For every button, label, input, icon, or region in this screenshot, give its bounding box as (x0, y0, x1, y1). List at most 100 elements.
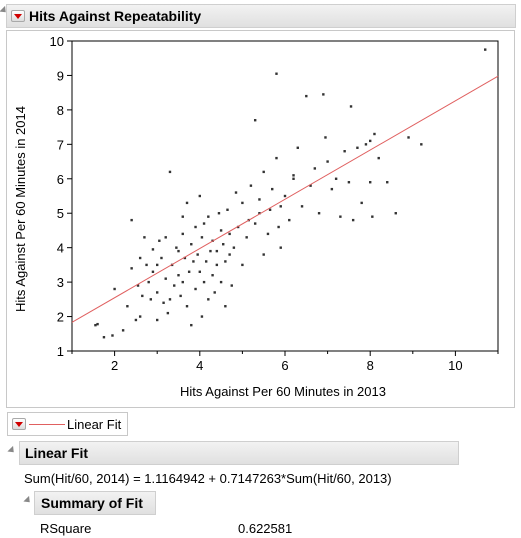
y-tick-label: 9 (57, 68, 64, 83)
x-tick-label: 6 (281, 358, 288, 373)
data-point (317, 212, 321, 215)
red-triangle-menu-icon[interactable] (11, 10, 25, 22)
data-point (241, 201, 244, 205)
data-point (326, 160, 329, 163)
data-point (386, 181, 389, 184)
data-point (322, 93, 325, 96)
data-point (134, 318, 138, 322)
data-point (121, 329, 125, 332)
data-point (213, 291, 216, 294)
data-point (275, 156, 278, 160)
legend-box: Linear Fit (7, 412, 128, 436)
y-tick-label: 2 (57, 310, 64, 325)
data-point (94, 323, 97, 327)
data-point (194, 287, 197, 291)
x-tick-label: 10 (448, 358, 462, 373)
data-point (164, 236, 167, 239)
report-header: Hits Against Repeatability (6, 4, 516, 28)
data-point (245, 236, 248, 239)
data-point (234, 191, 238, 194)
data-point (484, 48, 487, 51)
data-point (292, 174, 295, 177)
y-tick-label: 7 (57, 137, 64, 152)
data-point (126, 305, 129, 308)
data-point (266, 232, 270, 236)
legend-menu-icon[interactable] (12, 418, 26, 430)
y-tick-label: 3 (57, 275, 64, 290)
data-point (181, 280, 184, 284)
data-point (215, 249, 219, 253)
data-point (296, 146, 299, 149)
data-point (228, 253, 231, 256)
data-point (262, 170, 265, 174)
data-point (420, 143, 423, 146)
data-point (164, 277, 167, 280)
data-point (369, 139, 372, 143)
data-point (226, 208, 229, 211)
x-axis-label: Hits Against Per 60 Minutes in 2013 (180, 384, 386, 399)
summary-title: Summary of Fit (41, 495, 143, 511)
data-point (371, 215, 374, 218)
data-point (258, 212, 261, 215)
data-point (279, 246, 282, 249)
y-tick-label: 6 (57, 172, 64, 187)
data-point (156, 291, 159, 294)
data-point (207, 298, 210, 301)
plot-frame: 2 4 6 8 10 1 2 3 4 5 6 7 8 9 10 Hits Against Per 60 Mi… (6, 30, 515, 408)
linear-fit-title: Linear Fit (25, 445, 89, 461)
data-point (373, 132, 376, 136)
data-point (168, 298, 172, 301)
data-point (158, 239, 161, 242)
data-point (179, 294, 182, 298)
data-point (185, 201, 189, 205)
data-point (151, 270, 155, 273)
data-point (283, 194, 287, 198)
y-tick-label: 5 (57, 206, 64, 221)
data-point (196, 253, 199, 256)
data-point (138, 315, 142, 318)
linear-fit-header: Linear Fit (19, 441, 459, 465)
data-point (339, 215, 342, 218)
data-point (288, 218, 291, 222)
data-point (324, 136, 327, 139)
data-point (277, 225, 280, 229)
data-point (217, 212, 221, 215)
data-point (249, 184, 253, 187)
y-tick-label: 4 (57, 241, 64, 256)
data-point (394, 212, 397, 215)
data-point (330, 187, 334, 191)
data-point (407, 136, 410, 139)
data-point (241, 263, 244, 267)
data-point (232, 246, 236, 249)
data-point (190, 243, 193, 246)
data-point (181, 215, 184, 218)
linear-fit-collapse-icon[interactable] (7, 445, 17, 456)
data-point (168, 170, 172, 174)
data-point (102, 336, 106, 339)
data-point (300, 205, 304, 208)
data-point (211, 274, 214, 277)
data-point (224, 260, 227, 263)
data-point (292, 177, 295, 180)
data-point (187, 270, 191, 273)
data-point (253, 222, 257, 225)
summary-collapse-icon[interactable] (23, 495, 33, 506)
data-point (377, 156, 380, 160)
legend-label: Linear Fit (67, 417, 122, 432)
data-point (147, 280, 150, 284)
data-point (305, 94, 308, 98)
data-point (262, 253, 265, 256)
data-point (313, 167, 317, 170)
data-point (347, 181, 351, 184)
data-point (198, 194, 201, 198)
data-point (143, 236, 146, 239)
data-point (192, 260, 195, 263)
summary-row-label: RSquare (40, 521, 92, 536)
data-point (194, 225, 197, 229)
data-point (253, 119, 257, 122)
summary-header: Summary of Fit (34, 491, 156, 515)
x-tick-label: 2 (111, 358, 118, 373)
data-point (360, 201, 363, 205)
report-title: Hits Against Repeatability (29, 8, 202, 24)
